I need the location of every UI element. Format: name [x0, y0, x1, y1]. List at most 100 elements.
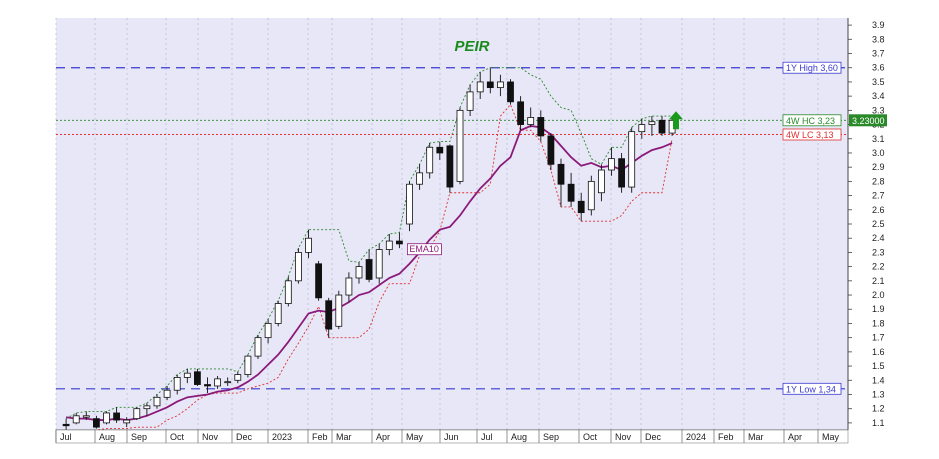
y-tick-label: 2.7: [872, 191, 885, 201]
y-tick-label: 3.1: [872, 134, 885, 144]
y-tick-label: 3.4: [872, 91, 885, 101]
x-tick-label: May: [822, 432, 840, 442]
candle-body: [598, 169, 605, 194]
candle-body: [224, 381, 232, 384]
x-axis: Jul Aug Sep Oct Nov Dec 2023 Feb Mar Apr May Jun Jul…: [55, 429, 849, 444]
candle-body: [123, 419, 131, 424]
ema10-label: EMA10: [409, 244, 439, 254]
x-tick-label: Feb: [718, 432, 734, 442]
y-tick-label: 2.3: [872, 247, 885, 257]
x-tick-label: Mar: [748, 432, 764, 442]
y-tick-label: 2.1: [872, 276, 885, 286]
candle-body: [547, 135, 555, 165]
candle-body: [274, 303, 282, 324]
candle-body: [163, 389, 171, 398]
y-tick-label: 2.8: [872, 176, 885, 186]
y-tick-label: 3.0: [872, 148, 885, 158]
y-tick-label: 3.3: [872, 105, 885, 115]
y-tick-label: 1.8: [872, 318, 885, 328]
y-tick-label: 1.4: [872, 375, 885, 385]
candle-body: [456, 109, 464, 182]
y-tick-label: 2.0: [872, 290, 885, 300]
candle-body: [204, 384, 211, 387]
last-price-label: 3.23000: [852, 116, 885, 126]
candle-body: [406, 183, 413, 225]
x-tick-label: Aug: [511, 432, 527, 442]
candle-body: [294, 252, 302, 282]
candle-body: [496, 81, 504, 89]
y-tick-label: 3.9: [872, 20, 885, 30]
candle-body: [567, 183, 575, 202]
x-tick-label: Jul: [60, 432, 72, 442]
candle-body: [244, 355, 252, 375]
candle-body: [153, 396, 161, 407]
x-tick-label: Apr: [788, 432, 802, 442]
y-tick-label: 1.1: [872, 418, 885, 428]
candle-body: [537, 117, 545, 137]
up-arrow-icon: [669, 111, 683, 130]
x-tick-label: Jun: [444, 432, 459, 442]
candle-body: [193, 371, 201, 385]
y-tick-label: 3.6: [872, 63, 885, 73]
candle-body: [426, 146, 434, 174]
candle-body: [305, 237, 312, 253]
x-tick-label: Nov: [615, 432, 632, 442]
ema10-label-box: [406, 243, 442, 256]
y-tick-label: 3.5: [872, 77, 885, 87]
candle-body: [517, 101, 524, 125]
candle-body: [315, 263, 323, 299]
x-tick-label: 2024: [686, 432, 706, 442]
x-tick-label: Jul: [481, 432, 493, 442]
x-tick-label: Dec: [236, 432, 253, 442]
candle-body: [72, 415, 80, 424]
last-price-tag: [849, 114, 887, 127]
candle-body: [254, 337, 262, 357]
x-tick-label: Oct: [583, 432, 598, 442]
x-tick-label: Mar: [336, 432, 352, 442]
x-tick-label: Apr: [376, 432, 390, 442]
candle-body: [436, 146, 444, 154]
candle-body: [375, 249, 383, 279]
y-tick-label: 1.3: [872, 389, 885, 399]
candle-body: [345, 277, 353, 296]
level-label: 1Y Low 1,34: [786, 384, 836, 394]
y-tick-label: 1.5: [872, 361, 885, 371]
candle-body: [214, 378, 222, 387]
y-tick-label: 2.6: [872, 205, 885, 215]
candle-body: [173, 377, 181, 391]
candle-body: [183, 372, 191, 378]
level-label-box: [782, 128, 842, 141]
x-tick-label: Feb: [312, 432, 328, 442]
candle-body: [113, 412, 120, 421]
candle-body: [658, 119, 666, 134]
y-tick-label: 1.7: [872, 333, 885, 343]
y-tick-label: 1.9: [872, 304, 885, 314]
x-tick-label: Sep: [131, 432, 147, 442]
y-axis: 1.1 1.2 1.3 1.4 1.5 1.6 1.7 1.8 1.9 2.0 2.1 2.2 2.3 2…: [847, 18, 885, 430]
candle-body: [284, 280, 292, 304]
x-tick-label: Oct: [170, 432, 185, 442]
candle-body: [365, 259, 373, 280]
x-tick-label: Nov: [202, 432, 219, 442]
x-tick-label: Sep: [543, 432, 559, 442]
candle-body: [486, 81, 494, 89]
candle-body: [416, 172, 424, 185]
candle-body: [466, 91, 474, 111]
candle-body: [527, 117, 535, 125]
candle-body: [577, 200, 585, 214]
candle-body: [628, 131, 636, 188]
x-tick-label: Dec: [645, 432, 662, 442]
candle-body: [638, 124, 646, 133]
x-tick-label: 2023: [272, 432, 292, 442]
candle-body: [476, 81, 484, 93]
y-tick-label: 2.4: [872, 233, 885, 243]
y-tick-label: 1.2: [872, 404, 885, 414]
candle-body: [395, 240, 403, 245]
candle-body: [557, 163, 565, 185]
chart-title: PEIR: [454, 38, 489, 55]
candle-body: [608, 158, 615, 171]
y-tick-label: 2.2: [872, 262, 885, 272]
candle-body: [618, 158, 625, 188]
y-tick-label: 3.8: [872, 34, 885, 44]
candle-body: [587, 180, 595, 211]
